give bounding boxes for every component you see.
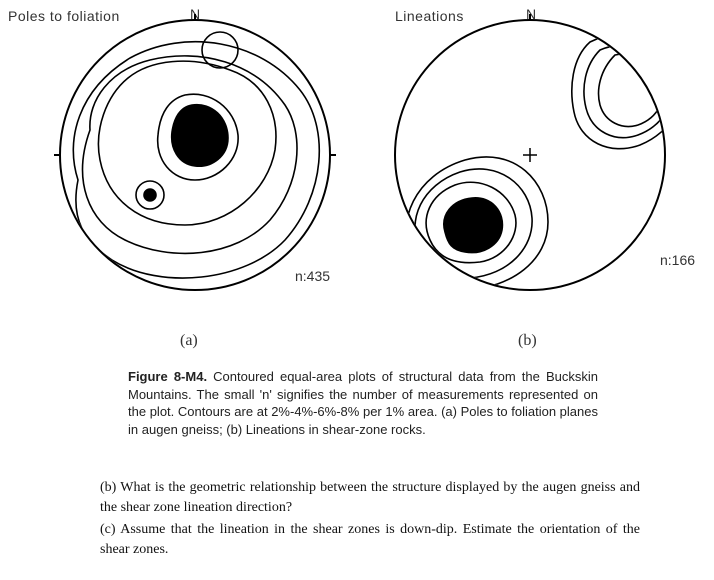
subfig-label-b: (b) — [518, 332, 537, 350]
stereonet-right — [0, 0, 714, 320]
figure-page: Poles to foliation Lineations N N n:435 … — [0, 0, 714, 580]
n-count-right: n:166 — [660, 252, 695, 268]
subfig-label-a: (a) — [180, 332, 198, 350]
figure-caption: Figure 8-M4. Contoured equal-area plots … — [128, 368, 598, 438]
n-count-left: n:435 — [295, 268, 330, 284]
question-b: (b) What is the geometric relationship b… — [100, 478, 640, 517]
contour-group-right — [406, 35, 683, 291]
question-c: (c) Assume that the lineation in the she… — [100, 520, 640, 559]
caption-lead: Figure 8-M4. — [128, 369, 207, 384]
